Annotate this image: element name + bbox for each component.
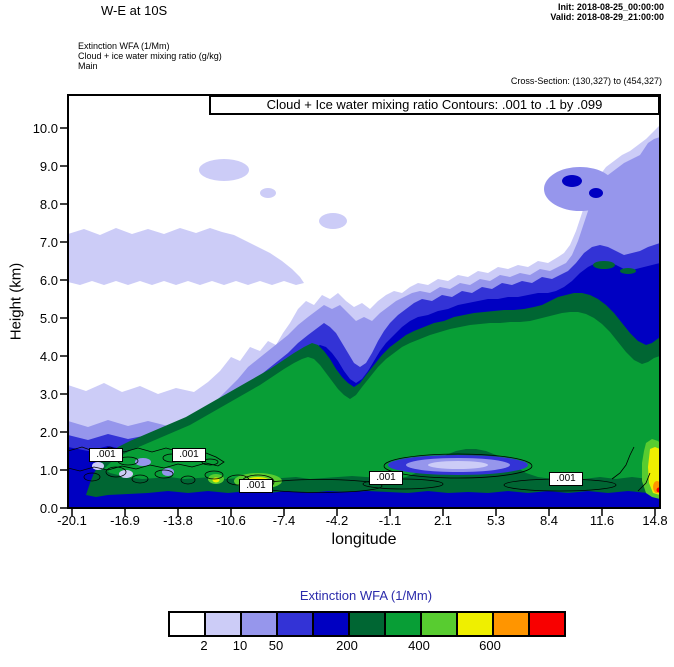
colorbar-tick-label: 400 — [408, 638, 430, 653]
y-tick-label: 5.0 — [39, 311, 58, 326]
y-axis-ticks — [60, 127, 68, 509]
colorbar-cell — [350, 613, 386, 635]
colorbar-tick-label: 2 — [200, 638, 208, 653]
x-tick-label: 5.3 — [486, 513, 506, 528]
x-tick-label: 8.4 — [539, 513, 559, 528]
y-tick-label: 10.0 — [32, 121, 58, 136]
contour-value-label: .001 — [369, 471, 403, 485]
axis-ticks — [60, 127, 656, 516]
colorbar-cell — [278, 613, 314, 635]
contour-value-label: .001 — [172, 448, 206, 462]
init-time: Init: 2018-08-25_00:00:00 — [557, 2, 664, 12]
x-tick-label: -7.4 — [272, 513, 296, 528]
valid-time: Valid: 2018-08-29_21:00:00 — [550, 12, 664, 22]
y-tick-label: 4.0 — [39, 349, 58, 364]
colorbar-title: Extinction WFA (1/Mm) — [299, 588, 433, 603]
x-tick-label: 2.1 — [433, 513, 453, 528]
colorbar-tick-label: 10 — [232, 638, 248, 653]
x-axis-label: longitude — [331, 531, 397, 548]
x-tick-label: -4.2 — [325, 513, 349, 528]
contour-value-label: .001 — [89, 448, 123, 462]
y-tick-label: 1.0 — [39, 463, 58, 478]
colorbar-tick-label: 200 — [336, 638, 358, 653]
colorbar-cell — [386, 613, 422, 635]
colorbar-cell — [314, 613, 350, 635]
field-name-mixing-ratio: Cloud + ice water mixing ratio (g/kg) — [78, 51, 222, 61]
colorbar-tick-label: 600 — [479, 638, 501, 653]
x-tick-label: -16.9 — [110, 513, 140, 528]
y-tick-label: 7.0 — [39, 235, 58, 250]
y-tick-label: 6.0 — [39, 273, 58, 288]
x-tick-label: -20.1 — [57, 513, 87, 528]
y-tick-label: 3.0 — [39, 387, 58, 402]
y-tick-label: 9.0 — [39, 159, 58, 174]
colorbar-cell — [458, 613, 494, 635]
field-name-domain: Main — [78, 61, 98, 71]
x-tick-label: -10.6 — [216, 513, 246, 528]
colorbar-cell — [170, 613, 206, 635]
colorbar-cell — [530, 613, 564, 635]
x-tick-label: -13.8 — [163, 513, 193, 528]
field-name-extinction: Extinction WFA (1/Mm) — [78, 41, 170, 51]
x-axis-ticks — [71, 508, 656, 516]
colorbar-cell — [422, 613, 458, 635]
colorbar-cell — [206, 613, 242, 635]
y-tick-label: 2.0 — [39, 425, 58, 440]
contour-fill-level-300 — [104, 312, 660, 479]
contour-value-label: .001 — [239, 479, 273, 493]
colorbar-cell — [242, 613, 278, 635]
contour-info-box: Cloud + Ice water mixing ratio Contours:… — [209, 95, 660, 115]
x-tick-label: 14.8 — [642, 513, 668, 528]
contour-value-label: .001 — [549, 472, 583, 486]
colorbar-tick-label: 50 — [268, 638, 284, 653]
x-tick-label: 11.6 — [589, 513, 615, 528]
y-tick-label: 0.0 — [39, 501, 58, 516]
x-tick-label: -1.1 — [378, 513, 402, 528]
colorbar-cell — [494, 613, 530, 635]
y-tick-label: 8.0 — [39, 197, 58, 212]
low-level-light-streak — [92, 455, 528, 478]
colorbar — [168, 611, 566, 637]
page-title: W-E at 10S — [101, 3, 168, 18]
cross-section-coords: Cross-Section: (130,327) to (454,327) — [510, 76, 662, 86]
